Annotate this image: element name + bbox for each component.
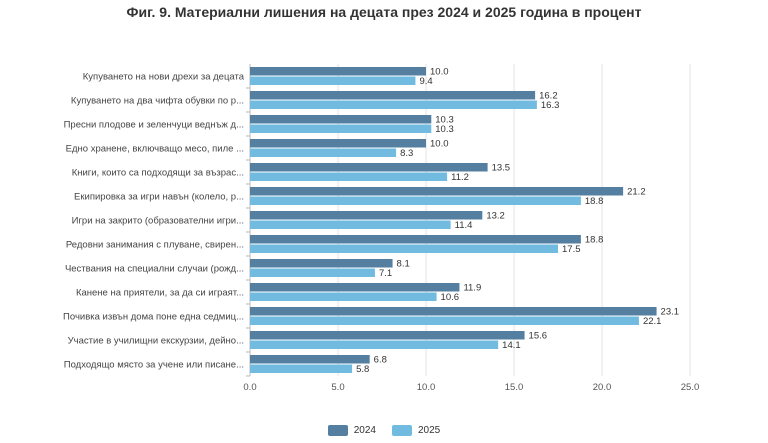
legend-swatch-2025 (392, 425, 412, 436)
data-label-2024-8: 8.1 (397, 259, 410, 270)
data-label-2025-3: 8.3 (400, 148, 413, 159)
category-label-11: Участие в училищни екскурзии, дейно... (68, 336, 244, 347)
bar-2025-10 (250, 316, 639, 325)
data-label-2024-3: 10.0 (430, 139, 449, 150)
bar-2024-1 (250, 91, 536, 100)
bar-2024-7 (250, 235, 581, 244)
x-tick-label-1: 5.0 (331, 382, 344, 393)
category-label-8: Чествания на специални случаи (рожд... (65, 264, 244, 275)
bar-2024-3 (250, 139, 426, 148)
data-label-2025-7: 17.5 (562, 244, 581, 255)
bar-2025-8 (250, 268, 375, 277)
data-label-2024-5: 21.2 (627, 187, 646, 198)
category-label-4: Книги, които са подходящи за възрас... (72, 168, 244, 179)
category-label-3: Едно хранене, включващо месо, пиле ... (66, 144, 244, 155)
legend-swatch-2024 (327, 425, 348, 436)
bar-2024-11 (250, 331, 525, 340)
category-label-0: Купуването на нови дрехи за децата (83, 72, 245, 83)
category-label-10: Почивка извън дома поне една седмиц... (63, 312, 244, 323)
x-tick-label-0: 0.0 (243, 382, 256, 393)
bar-2024-9 (250, 283, 460, 292)
data-label-2024-9: 11.9 (463, 283, 481, 294)
bar-2024-0 (250, 67, 426, 76)
bar-2024-8 (250, 259, 393, 268)
data-label-2025-9: 10.6 (441, 292, 460, 303)
x-tick-label-3: 15.0 (505, 382, 524, 393)
bar-2024-10 (250, 307, 657, 316)
bar-2025-6 (250, 220, 451, 229)
category-label-12: Подходящо място за учене или писане... (64, 360, 244, 371)
chart-legend: 2024 2025 (0, 425, 768, 436)
category-label-1: Купуването на два чифта обувки по р... (71, 96, 244, 107)
data-label-2024-1: 16.2 (539, 91, 558, 102)
data-label-2025-8: 7.1 (379, 268, 392, 279)
bar-2024-5 (250, 187, 624, 196)
data-label-2024-4: 13.5 (492, 163, 511, 174)
category-label-2: Пресни плодове и зеленчуци веднъж д... (64, 120, 244, 131)
data-label-2024-7: 18.8 (585, 235, 604, 246)
legend-label-2024: 2024 (353, 425, 376, 436)
bar-2025-9 (250, 292, 437, 301)
bar-2025-11 (250, 340, 499, 349)
data-label-2024-2: 10.3 (435, 115, 454, 126)
category-label-9: Канене на приятели, за да си играят... (76, 288, 244, 299)
bar-2025-7 (250, 244, 558, 253)
data-label-2025-1: 16.3 (541, 100, 560, 111)
data-label-2025-5: 18.8 (585, 196, 604, 207)
data-label-2025-6: 11.4 (455, 220, 473, 231)
bar-2024-6 (250, 211, 483, 220)
data-label-2024-0: 10.0 (430, 67, 449, 78)
category-label-5: Екипировка за игри навън (колело, р... (74, 192, 244, 203)
data-label-2024-11: 15.6 (529, 331, 548, 342)
category-label-6: Игри на закрито (образователни игри... (72, 216, 244, 227)
bar-2024-12 (250, 355, 370, 364)
chart-plot: 0.0 5.0 10.0 15.0 20.0 25.0 Купуването на нови… (63, 64, 700, 393)
bar-2025-3 (250, 148, 397, 157)
bar-2024-2 (250, 115, 432, 124)
data-label-2025-2: 10.3 (435, 124, 454, 135)
data-label-2024-12: 6.8 (374, 355, 387, 366)
bar-2024-4 (250, 163, 488, 172)
bar-2025-2 (250, 124, 432, 133)
data-label-2024-10: 23.1 (661, 307, 680, 318)
bar-2025-4 (250, 172, 448, 181)
x-tick-label-2: 10.0 (417, 382, 436, 393)
data-label-2025-4: 11.2 (451, 172, 469, 183)
legend-item-2024[interactable]: 2024 (327, 425, 376, 436)
legend-label-2025: 2025 (418, 425, 441, 436)
bar-2025-5 (250, 196, 581, 205)
x-tick-label-5: 25.0 (681, 382, 700, 393)
data-label-2025-10: 22.1 (643, 316, 662, 327)
x-tick-label-4: 20.0 (593, 382, 612, 393)
data-label-2025-0: 9.4 (419, 76, 432, 87)
bar-2025-12 (250, 364, 353, 373)
bar-2025-0 (250, 76, 416, 85)
category-label-7: Редовни занимания с плуване, свирен... (66, 240, 244, 251)
chart-title: Фиг. 9. Материални лишения на децата пре… (126, 4, 642, 20)
data-label-2025-12: 5.8 (356, 364, 369, 375)
data-label-2025-11: 14.1 (502, 340, 521, 351)
data-label-2024-6: 13.2 (486, 211, 505, 222)
legend-item-2025[interactable]: 2025 (392, 425, 440, 436)
bar-2025-1 (250, 100, 537, 109)
